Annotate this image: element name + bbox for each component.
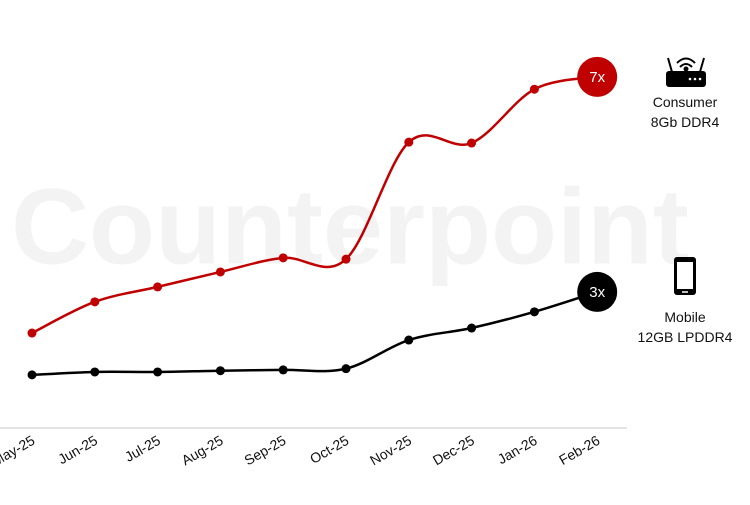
x-tick-label: Feb-26	[556, 432, 603, 468]
watermark: Counterpoint	[11, 166, 689, 287]
x-tick-label: Dec-25	[430, 432, 477, 469]
value-label: 3x	[589, 284, 605, 301]
data-point	[27, 370, 37, 380]
x-tick-label: Jul-25	[122, 432, 163, 465]
data-point	[153, 367, 163, 377]
data-point	[529, 307, 539, 317]
data-point	[278, 253, 288, 263]
x-tick-label: Nov-25	[367, 432, 414, 469]
end-bubble	[577, 56, 618, 97]
value-label: 7x	[589, 69, 605, 86]
data-point	[341, 254, 351, 264]
x-tick-label: Jan-26	[495, 432, 540, 467]
legend-label: Mobile 12GB LPDDR4	[638, 309, 733, 345]
data-point	[467, 323, 477, 333]
data-point	[341, 364, 351, 374]
x-tick-label: Oct-25	[307, 432, 352, 467]
data-point	[27, 328, 37, 338]
end-bubble	[577, 271, 618, 312]
data-point	[215, 267, 225, 277]
data-point	[153, 282, 163, 292]
series-line	[31, 75, 598, 335]
data-point	[404, 137, 414, 147]
data-point	[404, 335, 414, 345]
data-point	[467, 138, 477, 148]
data-point	[90, 297, 100, 307]
data-point	[278, 365, 288, 375]
series-line	[31, 290, 598, 377]
data-point	[90, 367, 100, 377]
x-tick-label: Aug-25	[179, 432, 226, 469]
x-tick-label: May-25	[0, 432, 38, 469]
router-icon	[666, 57, 706, 87]
data-point	[215, 366, 225, 376]
phone-icon	[674, 257, 696, 295]
data-point	[529, 84, 539, 94]
x-tick-label: Jun-25	[55, 432, 100, 467]
x-tick-label: Sep-25	[241, 432, 288, 469]
legend-label: Consumer 8Gb DDR4	[651, 94, 720, 130]
